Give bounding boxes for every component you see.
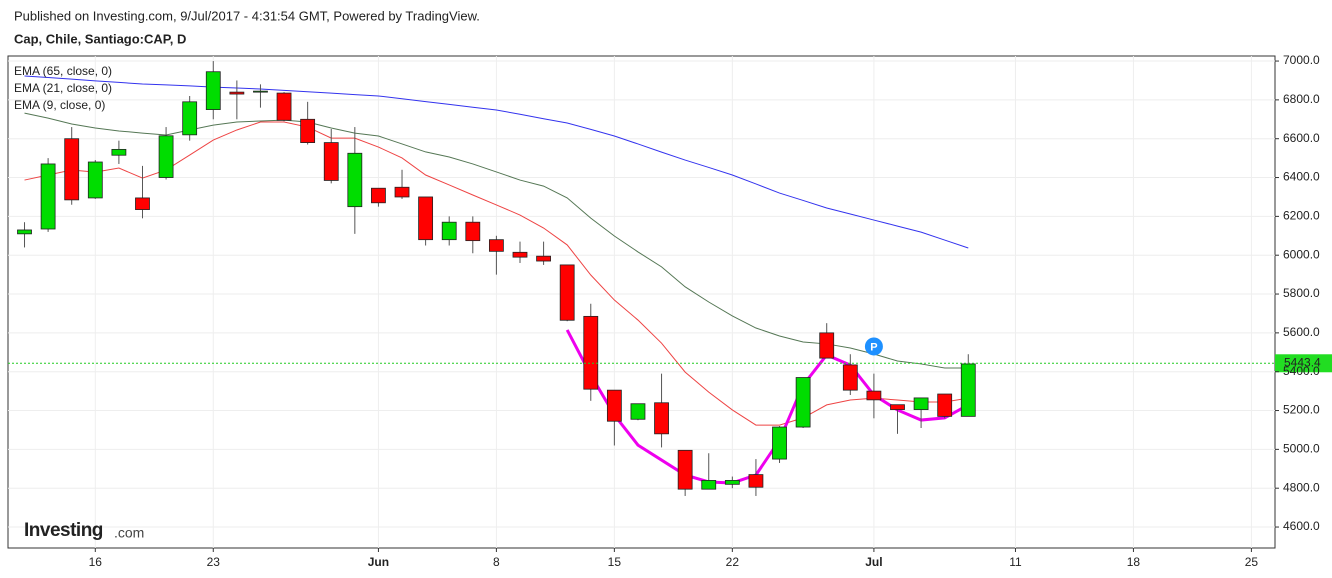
- plot-frame: [7, 55, 1276, 549]
- candle-body: [229, 91, 245, 95]
- candle-body: [795, 377, 811, 428]
- indicator-line: [24, 112, 969, 369]
- y-tick-label: 4600.0: [1283, 519, 1320, 533]
- legend-entry: EMA (21, close, 0): [14, 81, 112, 95]
- candle-body: [937, 393, 953, 417]
- legend-entry: EMA (9, close, 0): [14, 98, 105, 112]
- y-tick-label: 5400.0: [1283, 364, 1320, 378]
- y-tick-label: 6800.0: [1283, 92, 1320, 106]
- marker-label: P: [870, 341, 877, 353]
- candle-body: [677, 449, 693, 490]
- candle-body: [819, 332, 835, 359]
- candle-body: [488, 239, 504, 252]
- candle-body: [394, 186, 410, 198]
- y-tick-label: 5200.0: [1283, 403, 1320, 417]
- candle-body: [371, 187, 386, 204]
- candle-body: [276, 92, 292, 121]
- candle-body: [323, 142, 339, 181]
- candle-body: [536, 255, 551, 262]
- legend-entry: EMA (65, close, 0): [14, 64, 112, 78]
- candle-body: [17, 229, 32, 235]
- x-tick-label: Jun: [368, 555, 389, 569]
- candle-body: [630, 403, 646, 420]
- candle-body: [913, 397, 929, 410]
- candle-body: [724, 480, 740, 485]
- candle-body: [559, 264, 575, 321]
- x-tick-label: 11: [1009, 555, 1022, 569]
- y-tick-label: 7000.0: [1283, 53, 1320, 67]
- x-tick-label: 23: [207, 555, 221, 569]
- candle-body: [890, 404, 905, 410]
- y-tick-label: 6600.0: [1283, 131, 1320, 145]
- candle-body: [960, 363, 976, 417]
- candle-body: [111, 148, 127, 156]
- x-tick-label: 25: [1245, 555, 1259, 569]
- candle-body: [64, 138, 80, 201]
- candle-body: [135, 197, 150, 210]
- y-tick-label: 5000.0: [1283, 442, 1320, 456]
- x-tick-label: 18: [1127, 555, 1141, 569]
- candle-body: [418, 196, 434, 241]
- candle-body: [40, 163, 56, 230]
- candle-body: [441, 221, 457, 241]
- x-tick-label: Jul: [865, 555, 882, 569]
- header-line: Published on Investing.com, 9/Jul/2017 -…: [14, 8, 480, 23]
- y-tick-label: 5600.0: [1283, 325, 1320, 339]
- x-tick-label: 22: [726, 555, 740, 569]
- candle-body: [465, 221, 481, 242]
- last-price-label: 5443.4: [1284, 355, 1321, 369]
- x-tick-label: 8: [493, 555, 500, 569]
- candle-body: [701, 480, 717, 490]
- logo-suffix: .com: [114, 525, 144, 541]
- x-tick-label: 16: [89, 555, 103, 569]
- y-tick-label: 6200.0: [1283, 209, 1320, 223]
- candle-body: [772, 426, 787, 460]
- candle-body: [866, 390, 882, 401]
- indicator-line: [24, 75, 969, 249]
- candle-body: [654, 402, 669, 435]
- candle-body: [87, 161, 103, 199]
- candle-body: [347, 152, 363, 208]
- candle-body: [842, 364, 858, 391]
- indicator-line: [24, 121, 969, 426]
- candle-body: [748, 474, 764, 488]
- candle-body: [583, 315, 599, 390]
- candle-body: [158, 135, 174, 178]
- logo: Investing: [24, 520, 103, 541]
- last-price-box: [1275, 354, 1332, 373]
- candle-body: [300, 118, 316, 143]
- indicator-line: [565, 329, 970, 485]
- marker: [864, 337, 883, 356]
- candle-body: [512, 251, 528, 258]
- candle-body: [205, 71, 221, 110]
- x-tick-label: 15: [608, 555, 622, 569]
- candle-body: [182, 101, 198, 136]
- y-tick-label: 4800.0: [1283, 480, 1320, 494]
- candle-body: [253, 90, 268, 93]
- y-tick-label: 6000.0: [1283, 247, 1320, 261]
- symbol-title: Cap, Chile, Santiago:CAP, D: [14, 31, 186, 46]
- y-tick-label: 5800.0: [1283, 286, 1320, 300]
- candle-body: [606, 389, 622, 422]
- y-tick-label: 6400.0: [1283, 170, 1320, 184]
